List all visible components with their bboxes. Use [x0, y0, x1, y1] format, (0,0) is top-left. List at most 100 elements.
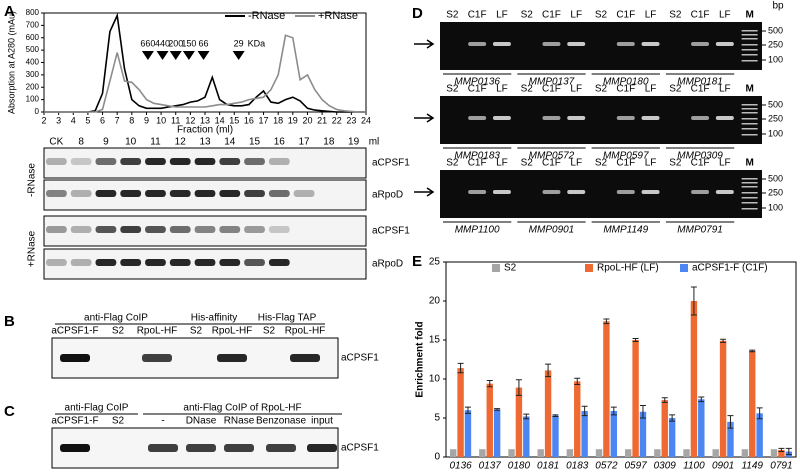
lane-label: LF: [645, 158, 657, 169]
band: [70, 226, 92, 233]
lane-label: S2: [669, 10, 682, 21]
bar: [690, 301, 698, 457]
y-tick-label: 10: [429, 374, 441, 385]
gene-label: MMP0180: [603, 77, 649, 88]
lane-label: S2: [112, 416, 125, 427]
bar: [595, 449, 603, 457]
error-bar: [603, 318, 610, 325]
band: [641, 190, 660, 194]
error-bar: [581, 405, 588, 417]
band: [145, 226, 166, 233]
y-axis-label: Absorption at A280 (mAu): [6, 11, 16, 114]
lane-label: 19: [348, 137, 360, 148]
panel-label: A: [4, 3, 15, 20]
band: [95, 158, 117, 165]
group-title: anti-Flag CoIP: [84, 313, 148, 324]
band: [641, 42, 660, 46]
error-bar: [727, 415, 734, 429]
ladder-band: [741, 134, 758, 136]
arrow: [414, 187, 435, 197]
gene-label: MMP0137: [529, 77, 575, 88]
lane-label: LF: [570, 10, 582, 21]
ladder-band: [741, 108, 758, 110]
bar: [508, 449, 515, 457]
ladder-band: [741, 208, 758, 210]
marker-label: 29: [234, 38, 244, 48]
x-tick-label: 0901: [712, 461, 734, 472]
lane-label: DNase: [186, 416, 217, 427]
marker-triangle: [232, 51, 245, 60]
lane-label: 18: [323, 137, 335, 148]
band: [95, 226, 117, 233]
bar: [610, 410, 618, 457]
y-tick-label: 0: [35, 107, 40, 116]
condition-label: +RNase: [27, 230, 38, 267]
size-label: 500: [768, 173, 783, 183]
marker-label: 660: [140, 38, 155, 48]
band: [169, 226, 191, 233]
error-bar: [669, 414, 676, 422]
bar: [654, 449, 661, 457]
lane-label: RpoL-HF: [137, 326, 178, 337]
gene-label: MMP0183: [454, 151, 500, 162]
size-label: 100: [768, 202, 783, 212]
lane-label: S2: [446, 158, 459, 169]
lane-label: C1F: [616, 158, 635, 169]
error-bar: [778, 447, 785, 453]
band: [194, 226, 216, 233]
band: [641, 116, 660, 120]
band: [468, 190, 487, 194]
lane-label: C1F: [468, 84, 487, 95]
bar: [449, 449, 457, 457]
band: [616, 42, 635, 46]
band: [46, 158, 67, 165]
error-bar: [749, 349, 756, 353]
band: [219, 259, 241, 266]
ladder-band: [741, 118, 758, 120]
y-tick-label: 15: [429, 335, 441, 346]
marker-label: 200: [168, 38, 183, 48]
error-bar: [545, 363, 552, 378]
lane-label: 13: [199, 137, 211, 148]
bar: [639, 411, 647, 457]
band: [542, 116, 561, 120]
lane-label: S2: [669, 84, 682, 95]
error-bar: [610, 406, 617, 416]
lane-label: S2: [595, 10, 608, 21]
lane-label: C1F: [542, 84, 561, 95]
band: [715, 116, 734, 120]
antibody-label: aCPSF1: [372, 226, 410, 237]
error-bar: [494, 408, 501, 411]
lane-label: S2: [669, 158, 682, 169]
x-tick-label: 22: [332, 115, 342, 125]
marker-triangle: [169, 51, 182, 60]
x-tick-label: 3: [56, 115, 61, 125]
lane-label: 14: [224, 137, 236, 148]
lane-label: RpoL-HF: [212, 326, 253, 337]
gene-label: MMP0901: [529, 225, 575, 236]
line-series: [44, 12, 366, 113]
ladder-band: [741, 182, 758, 184]
band: [70, 190, 92, 197]
ladder-band: [741, 54, 758, 56]
lane-label: LF: [570, 84, 582, 95]
group-title: anti-Flag CoIP of RpoL-HF: [183, 403, 301, 414]
band: [691, 116, 710, 120]
legend-label: S2: [504, 263, 517, 274]
y-tick-label: 5: [434, 413, 440, 424]
bar: [719, 340, 727, 457]
x-tick-label: 7: [115, 115, 120, 125]
marker-lane-label: M: [745, 10, 753, 21]
size-label: 100: [768, 128, 783, 138]
lane-label: S2: [521, 158, 534, 169]
band: [186, 444, 216, 452]
band: [219, 190, 241, 197]
lane-label: C1F: [616, 10, 635, 21]
size-unit: bp: [772, 1, 784, 12]
marker-triangle: [197, 51, 210, 60]
y-tick-label: 400: [26, 58, 40, 67]
band: [266, 444, 296, 452]
bar: [624, 449, 632, 457]
band: [46, 190, 67, 197]
marker-triangle: [156, 51, 169, 60]
